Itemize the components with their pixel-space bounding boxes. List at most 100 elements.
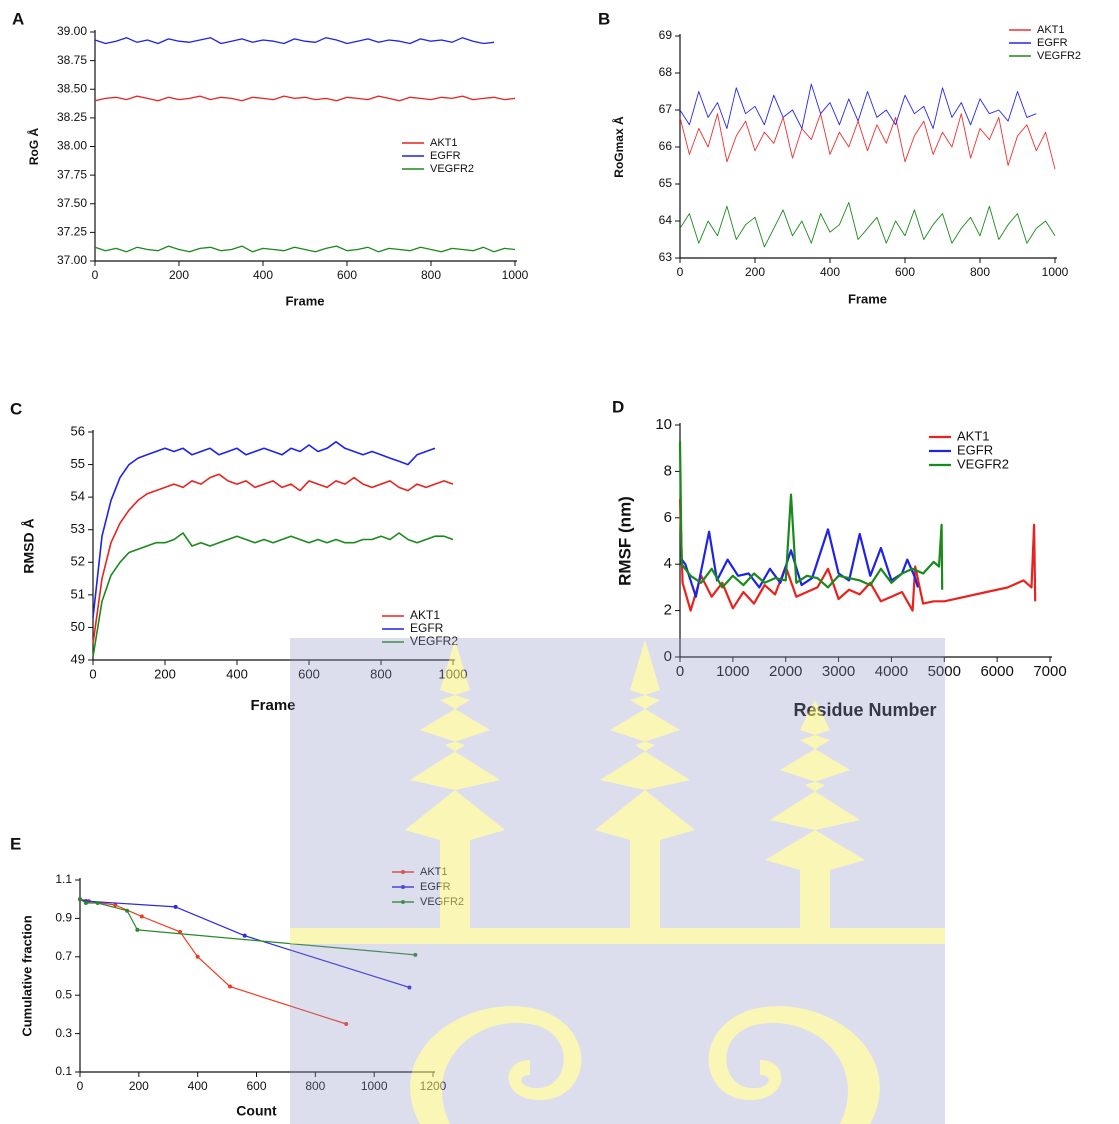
x-tick-label: 1000 xyxy=(361,1079,388,1093)
x-tick-label: 1000 xyxy=(502,268,529,282)
series-line xyxy=(94,95,516,102)
panel-label: D xyxy=(612,397,624,416)
y-tick-label: 37.00 xyxy=(57,253,87,267)
y-tick-label: 37.50 xyxy=(57,196,87,210)
x-tick-label: 800 xyxy=(305,1079,325,1093)
data-point xyxy=(195,954,200,959)
series-line xyxy=(678,499,1037,612)
panel-label: C xyxy=(10,399,22,418)
x-tick-label: 7000 xyxy=(1033,663,1066,680)
x-tick-label: 600 xyxy=(895,265,915,279)
data-point xyxy=(113,902,118,907)
legend-label: EGFR xyxy=(1037,37,1068,49)
legend-label: VEGFR2 xyxy=(957,456,1009,471)
data-point xyxy=(95,901,100,906)
y-tick-label: 0.9 xyxy=(55,911,72,925)
x-axis-label: Frame xyxy=(250,697,295,714)
legend-label: EGFR xyxy=(957,442,993,457)
x-tick-label: 5000 xyxy=(928,663,961,680)
data-point xyxy=(178,929,183,934)
x-tick-label: 0 xyxy=(89,666,96,681)
y-axis-label: RoGmax Å xyxy=(611,116,626,178)
y-tick-label: 69 xyxy=(659,28,673,42)
data-point xyxy=(135,927,140,932)
data-point xyxy=(125,908,130,913)
y-tick-label: 67 xyxy=(659,102,673,116)
y-tick-label: 38.25 xyxy=(57,110,87,124)
x-axis-label: Count xyxy=(236,1103,277,1119)
x-tick-label: 200 xyxy=(169,268,189,282)
legend-marker xyxy=(401,870,405,874)
data-point xyxy=(344,1022,349,1026)
x-tick-label: 6000 xyxy=(980,663,1013,680)
y-tick-label: 10 xyxy=(655,416,672,433)
x-tick-label: 1000 xyxy=(716,663,749,680)
legend-label: VEGFR2 xyxy=(1037,50,1081,62)
data-point xyxy=(228,984,233,989)
data-point xyxy=(407,985,412,990)
data-point xyxy=(242,933,247,938)
y-tick-label: 4 xyxy=(664,555,672,572)
y-tick-label: 38.75 xyxy=(57,53,87,67)
series-line xyxy=(92,473,454,644)
x-tick-label: 800 xyxy=(421,268,441,282)
legend-label: VEGFR2 xyxy=(410,634,458,648)
legend-label: EGFR xyxy=(410,621,444,635)
x-axis-label: Frame xyxy=(285,293,324,308)
y-tick-label: 52 xyxy=(71,554,85,569)
y-axis-label: Cumulative fraction xyxy=(19,915,34,1036)
y-tick-label: 2 xyxy=(664,602,672,619)
y-axis-label: RoG Å xyxy=(26,128,41,166)
y-tick-label: 54 xyxy=(71,489,85,504)
x-tick-label: 4000 xyxy=(875,663,908,680)
series-line xyxy=(678,441,944,590)
data-point xyxy=(173,904,178,909)
y-tick-label: 68 xyxy=(659,65,673,79)
y-tick-label: 66 xyxy=(659,139,673,153)
series-line xyxy=(679,113,1056,170)
y-tick-label: 8 xyxy=(664,462,672,479)
panel-label: E xyxy=(10,834,21,853)
series-line xyxy=(92,441,436,618)
x-axis-label: Residue Number xyxy=(793,700,936,720)
x-tick-label: 200 xyxy=(154,666,176,681)
legend-label: AKT1 xyxy=(957,428,990,443)
x-axis-label: Frame xyxy=(848,291,887,306)
legend-marker xyxy=(401,900,405,904)
x-tick-label: 200 xyxy=(129,1079,149,1093)
x-tick-label: 400 xyxy=(253,268,273,282)
y-tick-label: 0.3 xyxy=(55,1026,72,1040)
series-line xyxy=(92,532,454,657)
series-line xyxy=(679,83,1037,129)
y-axis-label: RMSD Å xyxy=(21,518,37,573)
x-tick-label: 800 xyxy=(970,265,990,279)
series-line xyxy=(679,202,1056,248)
legend-label: VEGFR2 xyxy=(430,163,474,175)
y-tick-label: 0.5 xyxy=(55,987,72,1001)
legend-marker xyxy=(401,885,405,889)
x-tick-label: 600 xyxy=(246,1079,266,1093)
y-tick-label: 56 xyxy=(71,423,85,438)
y-tick-label: 51 xyxy=(71,586,85,601)
x-tick-label: 2000 xyxy=(769,663,802,680)
watermark-emblem xyxy=(290,640,945,1124)
panel-label: A xyxy=(12,9,24,28)
y-tick-label: 6 xyxy=(664,509,672,526)
y-tick-label: 1.1 xyxy=(55,872,72,886)
legend-label: AKT1 xyxy=(430,137,458,149)
series-line xyxy=(94,245,516,253)
y-tick-label: 0 xyxy=(664,648,672,665)
x-tick-label: 400 xyxy=(226,666,248,681)
y-tick-label: 37.75 xyxy=(57,167,87,181)
y-tick-label: 55 xyxy=(71,456,85,471)
y-tick-label: 65 xyxy=(659,176,673,190)
watermark xyxy=(290,638,945,1124)
x-tick-label: 400 xyxy=(188,1079,208,1093)
x-tick-label: 1000 xyxy=(1042,265,1069,279)
y-tick-label: 38.50 xyxy=(57,81,87,95)
y-tick-label: 49 xyxy=(71,651,85,666)
x-tick-label: 3000 xyxy=(822,663,855,680)
x-tick-label: 0 xyxy=(77,1079,84,1093)
